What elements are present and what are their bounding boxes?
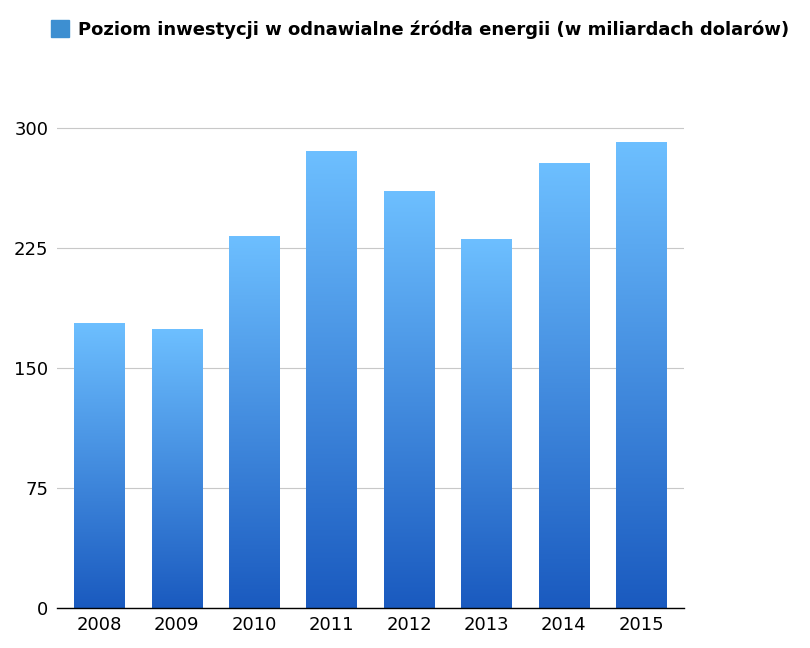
Legend: Poziom inwestycji w odnawialne źródła energii (w miliardach dolarów): Poziom inwestycji w odnawialne źródła en… (45, 13, 797, 46)
